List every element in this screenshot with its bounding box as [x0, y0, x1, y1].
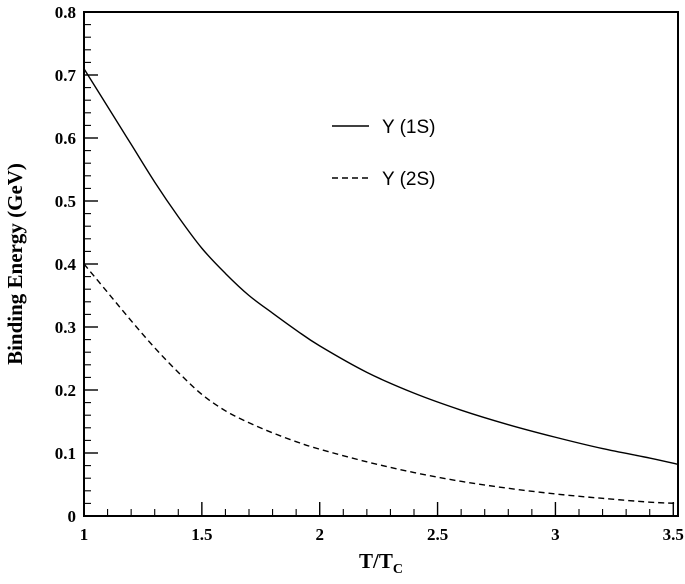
x-tick-label: 3.5 — [663, 525, 684, 544]
tick-labels: 1 1.5 2 2.5 3 3.5 0 0.1 0.2 0.3 0.4 0.5 0.6 0.7 0.8 — [55, 3, 684, 544]
y-tick-label: 0 — [68, 507, 77, 526]
y-tick-label: 0.3 — [55, 318, 76, 337]
curves — [83, 68, 679, 505]
legend: Υ (1S) Υ (2S) — [332, 117, 436, 190]
x-tick-label: 3 — [551, 525, 560, 544]
y-tick-label: 0.4 — [55, 255, 77, 274]
x-tick-label: 1.5 — [191, 525, 212, 544]
y-tick-label: 0.5 — [55, 192, 76, 211]
y-tick-label: 0.6 — [55, 129, 76, 148]
y-tick-label: 0.8 — [55, 3, 76, 22]
legend-label-1s: Υ (1S) — [382, 117, 436, 138]
x-tick-label: 2 — [315, 525, 324, 544]
legend-label-2s: Υ (2S) — [382, 169, 436, 190]
y-axis-label: Binding Energy (GeV) — [3, 163, 27, 365]
series-line-2s — [83, 263, 679, 505]
x-axis-label-subscript: C — [393, 562, 403, 577]
x-tick-label: 2.5 — [427, 525, 448, 544]
y-tick-label: 0.2 — [55, 381, 76, 400]
x-axis-label-main: T/T — [359, 549, 393, 573]
x-axis-label: T/TC — [359, 549, 403, 577]
axis-ticks — [83, 11, 674, 517]
plot-frame — [83, 11, 679, 517]
series-line-1s — [83, 68, 679, 466]
y-tick-label: 0.1 — [55, 444, 76, 463]
x-tick-label: 1 — [80, 525, 89, 544]
y-tick-label: 0.7 — [55, 66, 77, 85]
